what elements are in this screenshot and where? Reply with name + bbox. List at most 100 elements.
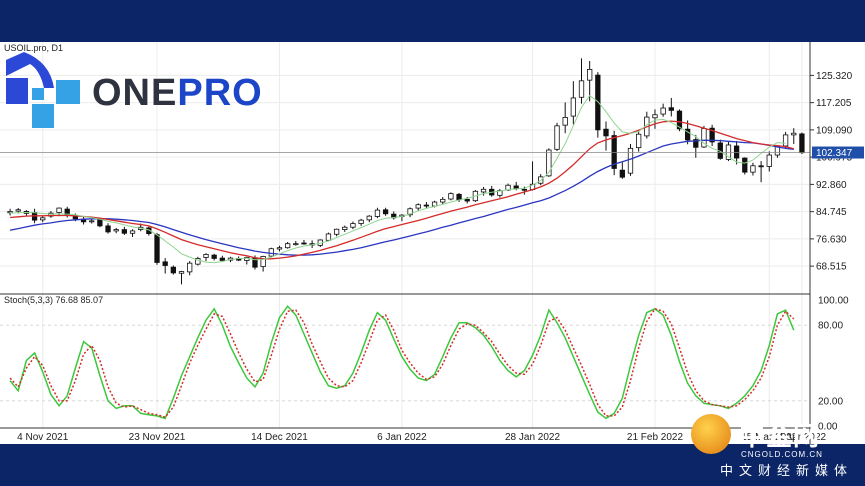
candle-up: [342, 226, 348, 230]
candle-down: [693, 139, 699, 148]
candle-down: [456, 193, 462, 201]
candles-group: [7, 58, 805, 285]
candle-up: [366, 215, 372, 221]
candle-down: [154, 234, 160, 263]
candle-up: [627, 147, 634, 174]
stoch-tick-label: 80.00: [818, 321, 843, 332]
price-tick-label: 109.090: [816, 125, 853, 136]
price-tick-label: 117.205: [816, 98, 852, 109]
coin-icon: [691, 414, 731, 454]
candle-up: [187, 262, 193, 273]
stoch-tick-label: 100.00: [818, 296, 849, 307]
price-marker-label: 102.347: [816, 148, 853, 159]
candle-down: [382, 209, 389, 215]
onepro-logo-icon: [6, 52, 80, 128]
candle-up: [195, 258, 201, 265]
candle-up: [178, 271, 185, 274]
chart-title: USOIL.pro, D1: [4, 43, 63, 53]
candle-down: [684, 128, 691, 141]
stoch-main-line: [9, 305, 795, 420]
candle-up: [415, 204, 421, 209]
candle-up: [350, 223, 356, 228]
candle-up: [448, 193, 454, 200]
candle-down: [733, 145, 740, 159]
moving-average-line: [10, 120, 794, 260]
candle-down: [301, 242, 307, 245]
candle-up: [440, 198, 446, 203]
candle-down: [105, 225, 111, 233]
candle-up: [766, 154, 772, 167]
time-tick-label: 14 Dec 2021: [251, 432, 308, 443]
candle-down: [595, 74, 601, 131]
candle-up: [284, 243, 291, 249]
stoch-tick-label: 20.00: [818, 396, 843, 407]
grid-lines: [0, 42, 814, 428]
candle-up: [89, 220, 95, 223]
candle-up: [260, 256, 266, 267]
price-tick-label: 92.860: [816, 180, 847, 191]
price-tick-label: 76.630: [816, 234, 847, 245]
candle-up: [129, 230, 136, 234]
stochastic-panel: [9, 305, 795, 420]
candle-up: [40, 217, 46, 221]
candle-down: [758, 165, 764, 168]
candle-down: [742, 157, 748, 173]
moving-average-line: [10, 94, 786, 264]
candle-up: [570, 97, 576, 117]
candle-up: [660, 107, 666, 115]
candle-down: [513, 185, 519, 189]
candle-up: [293, 243, 299, 246]
candle-down: [170, 266, 176, 274]
brand-title: 中金网: [739, 422, 821, 452]
moving-averages: [0, 94, 810, 264]
candle-down: [709, 127, 715, 143]
candle-up: [562, 117, 568, 126]
candle-down: [219, 257, 225, 261]
logo-pro: PRO: [177, 72, 263, 114]
candle-down: [162, 261, 168, 266]
candle-down: [464, 198, 470, 202]
time-tick-label: 21 Feb 2022: [627, 432, 684, 443]
candle-up: [652, 114, 658, 119]
candle-down: [799, 133, 805, 154]
price-tick-label: 125.320: [816, 71, 853, 82]
candle-up: [7, 211, 13, 214]
candle-down: [676, 110, 683, 130]
candle-down: [611, 135, 617, 169]
stoch-signal-line: [9, 307, 795, 419]
candle-up: [407, 208, 413, 216]
moving-average-line: [9, 139, 794, 256]
candle-up: [203, 254, 209, 258]
time-tick-label: 4 Apr 2022: [778, 432, 827, 443]
candle-down: [121, 229, 128, 234]
candle-up: [587, 69, 593, 81]
cngold-brand: 中金网 CNGOLD.COM.CN: [691, 414, 851, 459]
candle-up: [374, 209, 381, 217]
candle-down: [423, 204, 430, 207]
candle-up: [431, 201, 438, 207]
candle-up: [358, 219, 364, 224]
time-tick-label: 4 Nov 2021: [17, 432, 69, 443]
candle-up: [325, 233, 332, 241]
candle-up: [546, 149, 552, 177]
candle-up: [480, 188, 487, 193]
price-tick-label: 84.745: [816, 207, 847, 218]
logo-one: ONE: [92, 72, 178, 114]
candle-up: [636, 133, 642, 149]
time-tick-label: 23 Nov 2021: [129, 432, 186, 443]
candle-up: [15, 209, 21, 212]
candle-up: [791, 132, 797, 136]
candle-up: [56, 207, 62, 213]
candle-up: [113, 229, 119, 232]
brand-domain: CNGOLD.COM.CN: [741, 450, 823, 459]
stoch-title: Stoch(5,3,3) 76.68 85.07: [4, 295, 103, 305]
candle-up: [333, 228, 340, 235]
candle-down: [603, 128, 609, 137]
candle-up: [276, 247, 283, 250]
candle-down: [619, 169, 625, 178]
candle-down: [521, 188, 528, 191]
candle-up: [268, 248, 274, 257]
stoch-tick-label: 0.00: [818, 422, 838, 433]
time-tick-label: 15 Mar 2022: [741, 432, 798, 443]
candle-up: [782, 134, 789, 147]
